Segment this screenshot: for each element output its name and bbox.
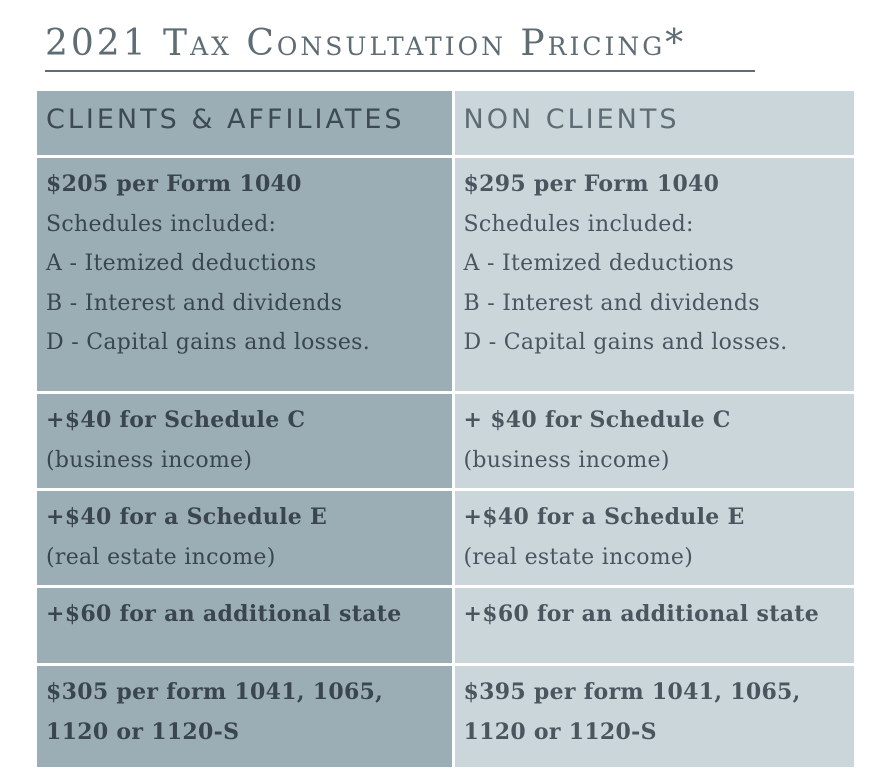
non-clients-schedule-e-price: +$40 for a Schedule E [463, 504, 745, 530]
non-clients-forms-line2: 1120 or 1120-S [463, 718, 657, 745]
non-clients-schedule-d: D - Capital gains and losses. [463, 330, 788, 355]
clients-additional-state-cell: +$60 for an additional state [37, 585, 455, 665]
non-clients-schedule-e-desc: (real estate income) [463, 544, 694, 570]
non-clients-schedule-c-desc: (business income) [463, 447, 670, 473]
non-clients-schedule-c-cell: + $40 for Schedule C (business income) [453, 391, 854, 490]
non-clients-business-forms-cell: $395 per form 1041, 1065, 1120 or 1120-S [453, 663, 854, 767]
clients-base-price: $205 per Form 1040 [46, 171, 302, 197]
schedule-c-row: +$40 for Schedule C (business income) + … [37, 391, 854, 490]
header-row: CLIENTS & AFFILIATES NON CLIENTS [37, 91, 854, 157]
form-1040-row: $205 per Form 1040 Schedules included: A… [37, 155, 854, 393]
non-clients-base-price: $295 per Form 1040 [463, 171, 720, 197]
clients-schedule-e-price: +$40 for a Schedule E [46, 504, 328, 530]
non-clients-schedule-c-price: + $40 for Schedule C [463, 407, 731, 433]
non-clients-additional-state-cell: +$60 for an additional state [453, 585, 854, 665]
header-clients-affiliates: CLIENTS & AFFILIATES [37, 91, 455, 157]
clients-forms-line1: $305 per form 1041, 1065, [46, 679, 384, 705]
title-underline [45, 70, 755, 72]
business-forms-row: $305 per form 1041, 1065, 1120 or 1120-S… [37, 663, 854, 767]
non-clients-forms-line1: $395 per form 1041, 1065, [463, 679, 801, 705]
clients-form-1040-cell: $205 per Form 1040 Schedules included: A… [37, 155, 455, 393]
page-title: 2021 Tax Consultation Pricing* [45, 23, 687, 64]
clients-schedule-c-desc: (business income) [46, 447, 253, 473]
clients-schedule-a: A - Itemized deductions [46, 251, 317, 276]
schedule-e-row: +$40 for a Schedule E (real estate incom… [37, 488, 854, 587]
non-clients-schedule-b: B - Interest and dividends [463, 290, 760, 316]
non-clients-schedules-intro: Schedules included: [463, 211, 694, 237]
non-clients-schedule-a: A - Itemized deductions [463, 251, 735, 276]
header-non-clients: NON CLIENTS [453, 91, 854, 157]
clients-schedule-e-cell: +$40 for a Schedule E (real estate incom… [37, 488, 455, 587]
clients-schedule-c-cell: +$40 for Schedule C (business income) [37, 391, 455, 490]
clients-schedules-intro: Schedules included: [46, 211, 277, 237]
clients-schedule-e-desc: (real estate income) [46, 544, 276, 570]
clients-business-forms-cell: $305 per form 1041, 1065, 1120 or 1120-S [37, 663, 455, 767]
clients-schedule-c-price: +$40 for Schedule C [46, 407, 306, 433]
clients-schedule-b: B - Interest and dividends [46, 290, 343, 316]
non-clients-schedule-e-cell: +$40 for a Schedule E (real estate incom… [453, 488, 854, 587]
clients-schedule-d: D - Capital gains and losses. [46, 330, 371, 355]
clients-additional-state: +$60 for an additional state [46, 601, 402, 627]
non-clients-form-1040-cell: $295 per Form 1040 Schedules included: A… [453, 155, 854, 393]
additional-state-row: +$60 for an additional state +$60 for an… [37, 585, 854, 665]
pricing-table: CLIENTS & AFFILIATES NON CLIENTS $205 pe… [37, 91, 854, 767]
clients-forms-line2: 1120 or 1120-S [46, 718, 240, 745]
non-clients-additional-state: +$60 for an additional state [463, 601, 820, 627]
